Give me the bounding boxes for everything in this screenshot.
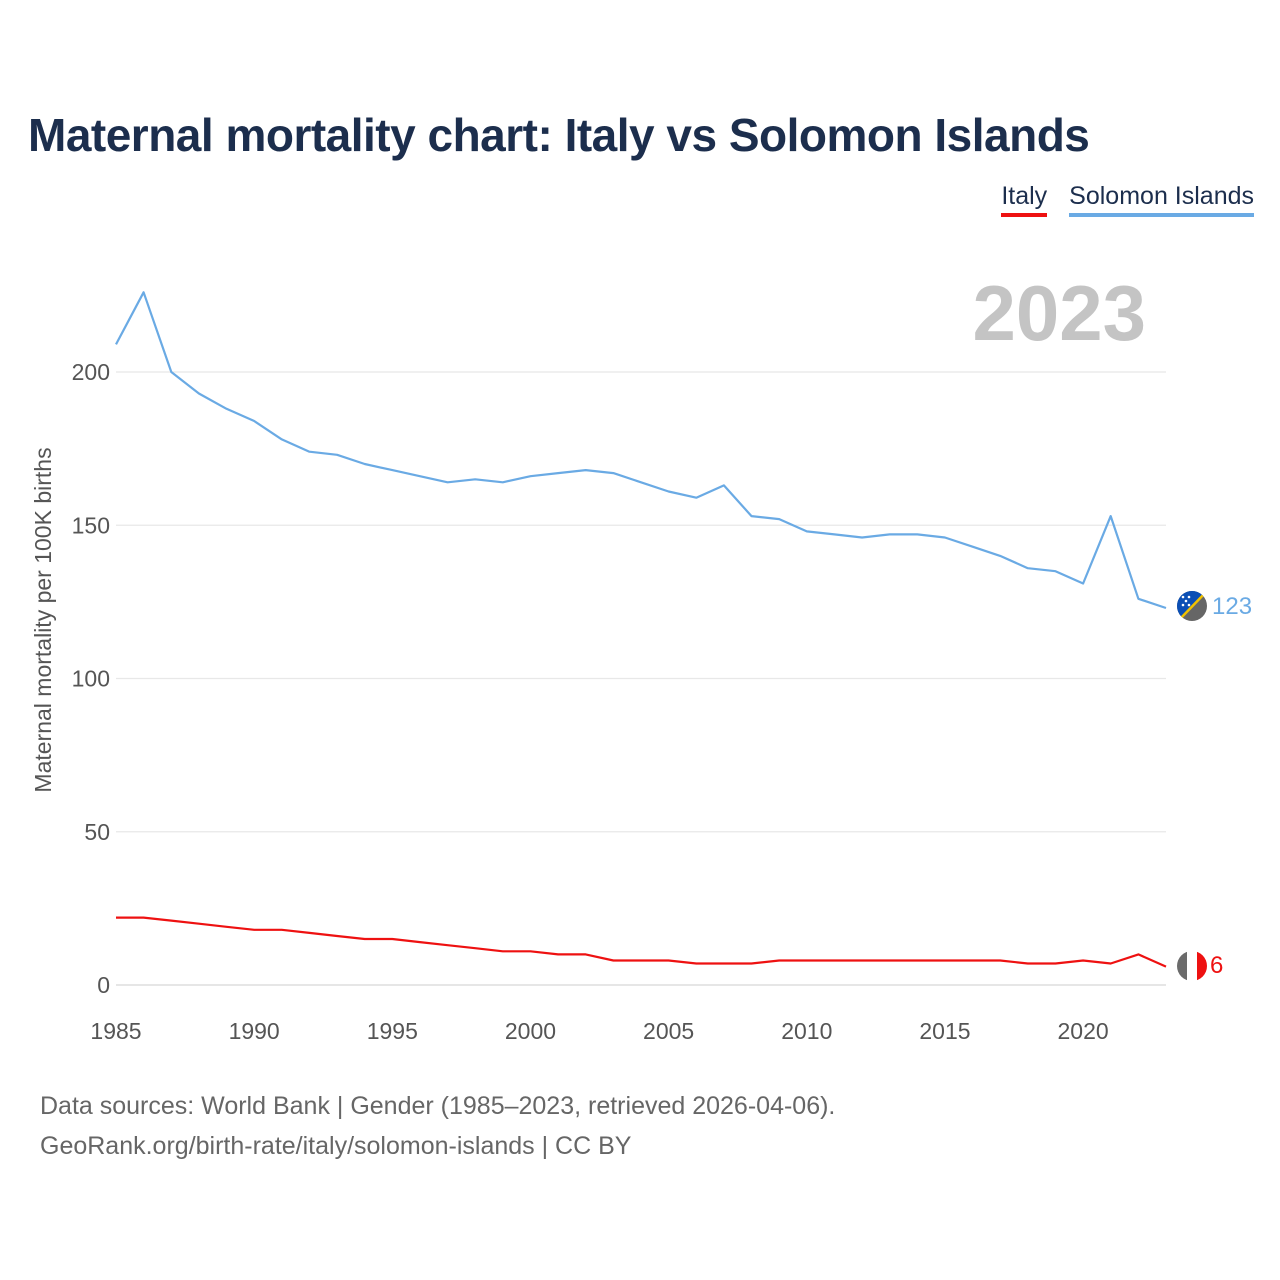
grid-lines — [116, 371, 1166, 986]
source-url: GeoRank.org/birth-rate/italy/solomon-isl… — [40, 1132, 632, 1160]
footer: Data sources: World Bank | Gender (1985–… — [40, 1086, 835, 1166]
page-title: Maternal mortality chart: Italy vs Solom… — [28, 109, 1090, 161]
x-tick-label: 2010 — [781, 1018, 832, 1044]
x-tick-label: 1990 — [229, 1018, 280, 1044]
series-line-solomon-islands — [115, 291, 1167, 610]
italy-flag-icon — [1177, 951, 1207, 981]
y-tick-label: 50 — [84, 819, 110, 845]
y-tick-label: 0 — [97, 972, 110, 998]
solomon-islands-flag-icon — [1177, 591, 1207, 621]
end-value-italy: 6 — [1210, 952, 1223, 979]
y-axis-ticks: 0 50 100 150 200 — [72, 359, 110, 998]
x-tick-label: 2005 — [643, 1018, 694, 1044]
legend: Italy Solomon Islands — [1001, 182, 1254, 217]
year-label: 2023 — [972, 269, 1146, 357]
source-note: Data sources: World Bank | Gender (1985–… — [40, 1092, 836, 1120]
y-axis-label: Maternal mortality per 100K births — [30, 447, 56, 792]
x-tick-label: 2020 — [1058, 1018, 1109, 1044]
y-tick-label: 200 — [72, 359, 110, 385]
x-tick-label: 2015 — [919, 1018, 970, 1044]
end-value-solomon-islands: 123 — [1212, 593, 1252, 620]
y-tick-label: 150 — [72, 512, 110, 538]
series-lines — [115, 291, 1167, 968]
series-line-italy — [116, 916, 1167, 968]
x-tick-label: 1985 — [90, 1018, 141, 1044]
y-tick-label: 100 — [72, 666, 110, 692]
x-axis-ticks: 1985 1990 1995 2000 2005 2010 2015 2020 — [90, 1018, 1108, 1044]
legend-item-solomon-islands[interactable]: Solomon Islands — [1069, 182, 1254, 217]
x-tick-label: 1995 — [367, 1018, 418, 1044]
legend-item-italy[interactable]: Italy — [1001, 182, 1048, 217]
x-tick-label: 2000 — [505, 1018, 556, 1044]
